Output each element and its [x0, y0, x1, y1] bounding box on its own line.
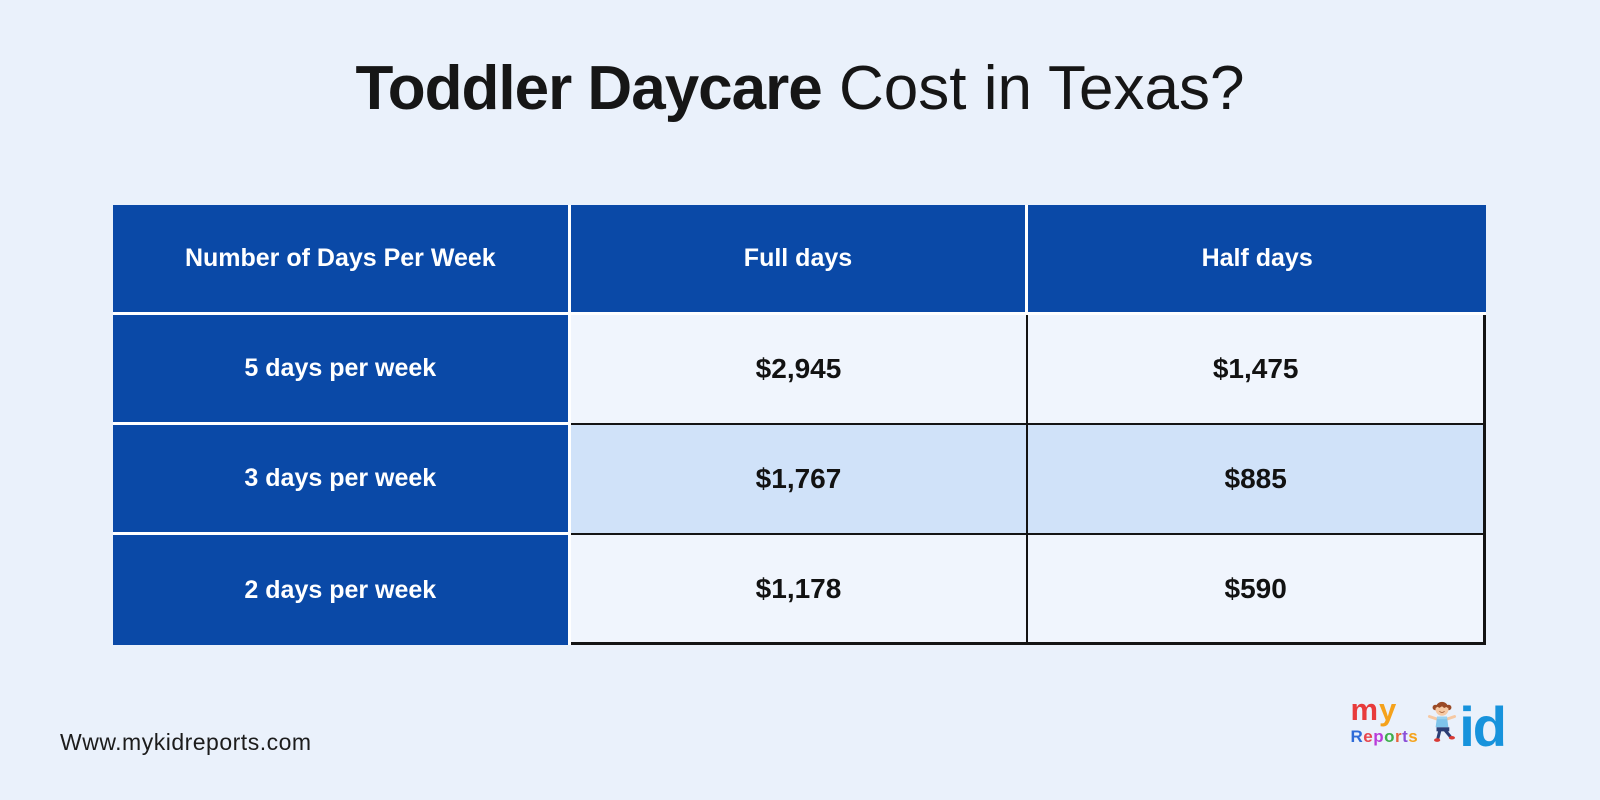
mykidreports-logo: my Reports: [1350, 694, 1507, 759]
logo-letter: r: [1394, 727, 1403, 747]
logo-id-text: id: [1459, 695, 1507, 759]
logo-letter: e: [1363, 727, 1374, 747]
logo-letter: R: [1350, 727, 1364, 747]
logo-letter: s: [1408, 727, 1419, 747]
logo-reports-text: Reports: [1350, 727, 1418, 747]
row-label-2-days: 2 days per week: [113, 535, 571, 645]
logo-my-text: my: [1350, 694, 1397, 725]
cost-3-days-full: $1,767: [570, 425, 1029, 535]
daycare-cost-table: Number of Days Per Week Full days Half d…: [113, 205, 1486, 645]
logo-text-block: my Reports: [1350, 694, 1418, 747]
header-cell-full-days: Full days: [570, 205, 1029, 315]
page-title-regular: Cost in Texas?: [838, 54, 1245, 123]
header-cell-half-days: Half days: [1028, 205, 1486, 315]
row-label-5-days: 5 days per week: [113, 315, 571, 425]
cost-2-days-half: $590: [1028, 535, 1486, 645]
website-url: Www.mykidreports.com: [60, 729, 312, 755]
page-title-bold: Toddler Daycare: [355, 54, 822, 123]
logo-letter: p: [1373, 727, 1385, 747]
kid-character-icon: [1424, 698, 1460, 749]
cost-5-days-half: $1,475: [1028, 315, 1486, 425]
logo-letter: m: [1350, 692, 1380, 727]
cost-2-days-full: $1,178: [570, 535, 1029, 645]
logo-letter: o: [1384, 727, 1395, 747]
cost-3-days-half: $885: [1028, 425, 1486, 535]
cost-5-days-full: $2,945: [570, 315, 1029, 425]
header-cell-days-per-week: Number of Days Per Week: [113, 205, 571, 315]
row-label-3-days: 3 days per week: [113, 425, 571, 535]
logo-letter: y: [1379, 692, 1398, 727]
page-title: Toddler Daycare Cost in Texas?: [0, 50, 1600, 128]
logo-letter: t: [1402, 727, 1409, 747]
